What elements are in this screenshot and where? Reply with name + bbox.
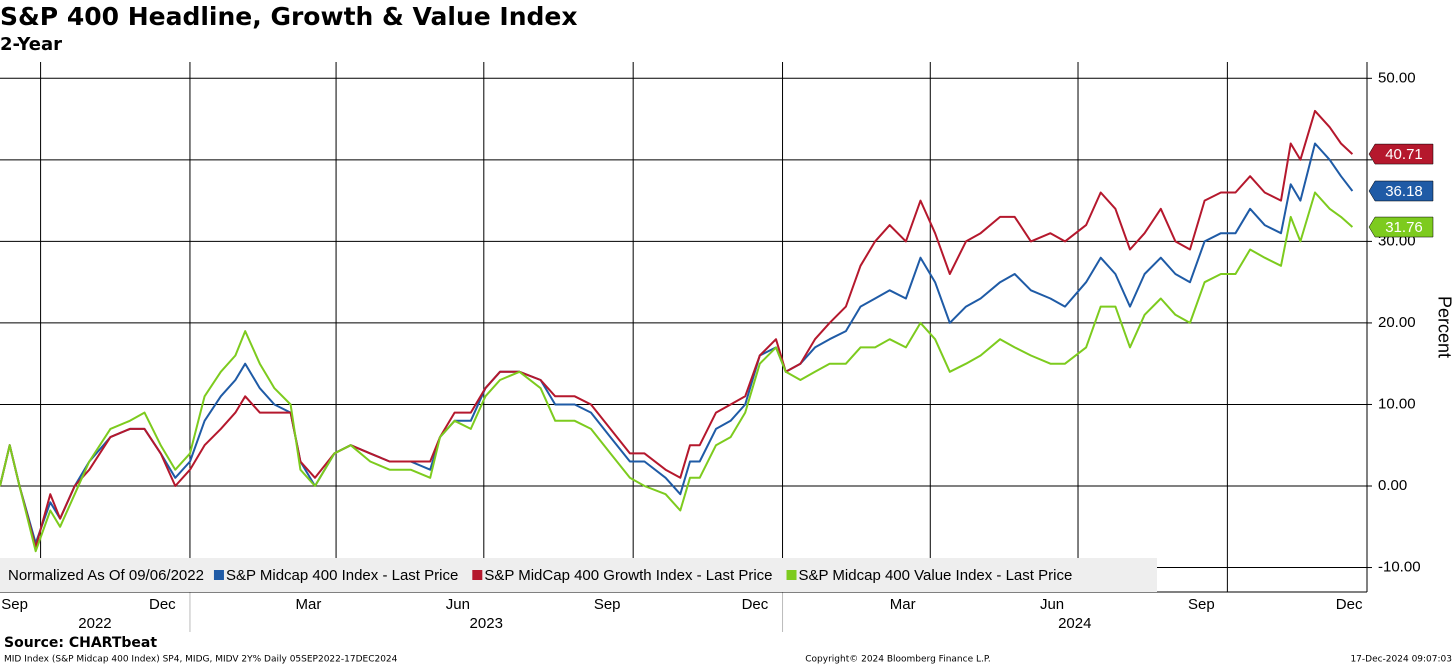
x-tick-label: Dec bbox=[1336, 596, 1363, 613]
x-tick-label: Jun bbox=[1040, 596, 1064, 613]
year-label: 2022 bbox=[78, 615, 111, 632]
legend-note: Normalized As Of 09/06/2022 bbox=[8, 567, 204, 584]
chart-title: S&P 400 Headline, Growth & Value Index bbox=[0, 2, 578, 31]
last-value-label: 36.18 bbox=[1385, 183, 1423, 200]
year-label: 2023 bbox=[470, 615, 503, 632]
y-tick-label: -10.00 bbox=[1378, 559, 1421, 576]
x-tick-label: Dec bbox=[742, 596, 769, 613]
legend-swatch bbox=[786, 570, 797, 580]
x-tick-label: Mar bbox=[890, 596, 916, 613]
legend-box bbox=[0, 558, 1157, 592]
legend-swatch bbox=[213, 570, 224, 580]
series-line bbox=[0, 109, 1354, 549]
x-tick-label: Jun bbox=[446, 596, 470, 613]
y-tick-label: 0.00 bbox=[1378, 477, 1407, 494]
footer-left: MID Index (S&P Midcap 400 Index) SP4, MI… bbox=[4, 655, 398, 665]
legend-entry: S&P Midcap 400 Index - Last Price bbox=[226, 567, 458, 584]
x-tick-label: Mar bbox=[296, 596, 322, 613]
last-value-label: 31.76 bbox=[1385, 219, 1423, 236]
x-tick-label: Sep bbox=[594, 596, 621, 613]
x-tick-label: Sep bbox=[1188, 596, 1215, 613]
series-line bbox=[0, 191, 1354, 553]
last-value-tag bbox=[1368, 216, 1434, 238]
y-tick-label: 50.00 bbox=[1378, 69, 1416, 86]
legend-entry: S&P MidCap 400 Growth Index - Last Price bbox=[484, 567, 772, 584]
series-line bbox=[0, 142, 1354, 545]
legend-entry: S&P Midcap 400 Value Index - Last Price bbox=[799, 567, 1073, 584]
last-value-label: 40.71 bbox=[1385, 146, 1423, 163]
legend-swatch bbox=[472, 570, 483, 580]
last-value-tag bbox=[1368, 180, 1434, 202]
footer-center: Copyright© 2024 Bloomberg Finance L.P. bbox=[805, 655, 990, 665]
year-label: 2024 bbox=[1058, 615, 1091, 632]
last-value-tag bbox=[1368, 143, 1434, 165]
x-tick-label: Dec bbox=[149, 596, 176, 613]
chart-subtitle: 2-Year bbox=[0, 34, 62, 55]
y-axis-label: Percent bbox=[1434, 296, 1454, 358]
footer-right: 17-Dec-2024 09:07:03 bbox=[1350, 655, 1452, 665]
y-tick-label: 10.00 bbox=[1378, 395, 1416, 412]
y-tick-label: 20.00 bbox=[1378, 314, 1416, 331]
x-tick-label: Sep bbox=[1, 596, 28, 613]
source: Source: CHARTbeat bbox=[4, 635, 157, 651]
